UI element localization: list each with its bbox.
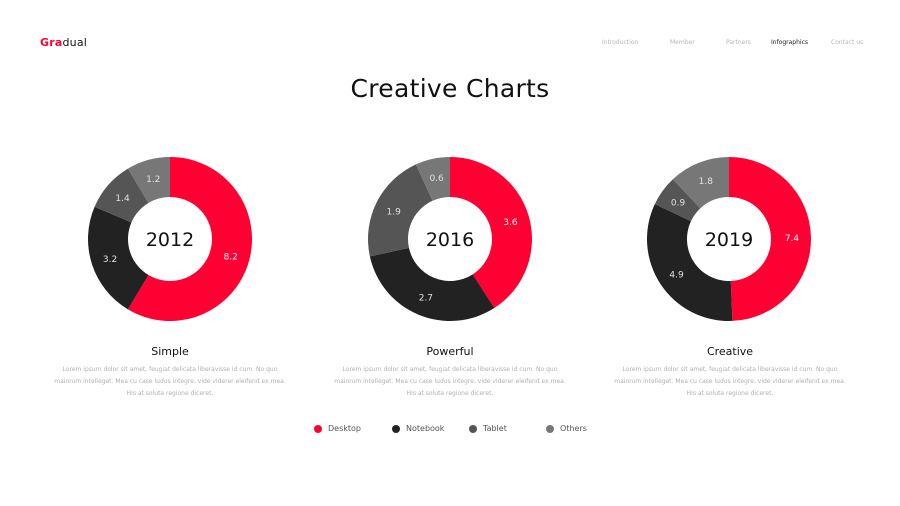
data-label-desktop: 7.4 <box>785 234 800 244</box>
nav-item-introduction[interactable]: Introduction <box>602 39 639 46</box>
card-desc-line: maiorum intelleget. Mea cu case ludus in… <box>54 378 286 385</box>
chart-center-year: 2016 <box>426 229 474 251</box>
card-title-powerful: Powerful <box>426 345 474 358</box>
legend-label-tablet: Tablet <box>483 424 507 433</box>
card-desc-line: His at soluta regione diceret. <box>686 390 774 397</box>
data-label-notebook: 3.2 <box>103 255 117 265</box>
card-desc-line: maiorum intelleget. Mea cu case ludus in… <box>614 378 846 385</box>
legend-dot-tablet <box>469 424 477 433</box>
card-title-creative: Creative <box>706 345 754 358</box>
donut-slice-desktop <box>729 157 811 321</box>
donut-slice-tablet <box>94 168 149 223</box>
chart-center-year: 2012 <box>146 229 194 251</box>
chart-center-year: 2019 <box>705 229 753 251</box>
card-desc-line: Lorem ipsum dolor sit amet, feugiat deli… <box>622 366 838 373</box>
nav-item-member[interactable]: Member <box>670 39 695 46</box>
card-desc-creative: Lorem ipsum dolor sit amet, feugiat deli… <box>610 364 850 400</box>
nav-item-infographics[interactable]: Infographics <box>771 39 809 46</box>
data-label-notebook: 4.9 <box>669 270 684 280</box>
data-label-desktop: 3.6 <box>503 218 518 228</box>
donut-slice-notebook <box>647 204 733 321</box>
legend: Desktop Notebook Tablet Others <box>0 424 900 438</box>
card-title-simple: Simple <box>151 345 189 358</box>
legend-item-notebook: Notebook <box>392 424 444 433</box>
data-label-tablet: 0.9 <box>671 198 686 208</box>
donut-slice-others <box>127 157 170 203</box>
donut-slice-tablet <box>368 164 433 257</box>
card-desc-line: His at soluta regione diceret. <box>406 390 494 397</box>
page-title: Creative Charts <box>350 74 550 103</box>
donut-slice-tablet <box>654 179 701 222</box>
logo[interactable]: Gradual <box>40 36 87 49</box>
donut-slice-desktop <box>127 157 253 321</box>
nav-item-partners[interactable]: Partners <box>726 39 751 46</box>
card-desc-simple: Lorem ipsum dolor sit amet, feugiat deli… <box>50 364 290 400</box>
data-label-tablet: 1.4 <box>115 194 130 204</box>
donut-slice-others <box>415 157 450 201</box>
data-label-others: 1.2 <box>146 175 160 185</box>
data-label-others: 1.8 <box>699 177 714 187</box>
data-label-desktop: 8.2 <box>224 252 238 262</box>
legend-dot-notebook <box>392 424 400 433</box>
donut-slice-notebook <box>369 247 495 322</box>
logo-rest: dual <box>62 36 88 49</box>
legend-item-desktop: Desktop <box>314 424 361 433</box>
legend-label-notebook: Notebook <box>406 424 445 433</box>
card-desc-line: maiorum intelleget. Mea cu case ludus in… <box>334 378 566 385</box>
card-desc-line: His at soluta regione diceret. <box>126 390 214 397</box>
legend-item-tablet: Tablet <box>469 424 507 433</box>
legend-item-others: Others <box>546 424 587 433</box>
legend-label-desktop: Desktop <box>328 424 361 433</box>
legend-label-others: Others <box>560 424 587 433</box>
donut-slice-notebook <box>88 206 149 310</box>
data-label-tablet: 1.9 <box>386 207 401 217</box>
legend-dot-others <box>546 424 554 433</box>
data-label-notebook: 2.7 <box>419 294 433 304</box>
data-label-others: 0.6 <box>429 174 444 184</box>
legend-dot-desktop <box>314 424 322 433</box>
card-desc-powerful: Lorem ipsum dolor sit amet, feugiat deli… <box>330 364 570 400</box>
card-desc-line: Lorem ipsum dolor sit amet, feugiat deli… <box>342 366 558 373</box>
logo-accent: Gra <box>40 36 63 49</box>
donut-slice-desktop <box>450 157 532 308</box>
card-desc-line: Lorem ipsum dolor sit amet, feugiat deli… <box>62 366 278 373</box>
top-nav: Introduction Member Partners Infographic… <box>0 39 900 51</box>
nav-item-contact-us[interactable]: Contact us <box>831 39 864 46</box>
donut-slice-others <box>672 157 729 209</box>
